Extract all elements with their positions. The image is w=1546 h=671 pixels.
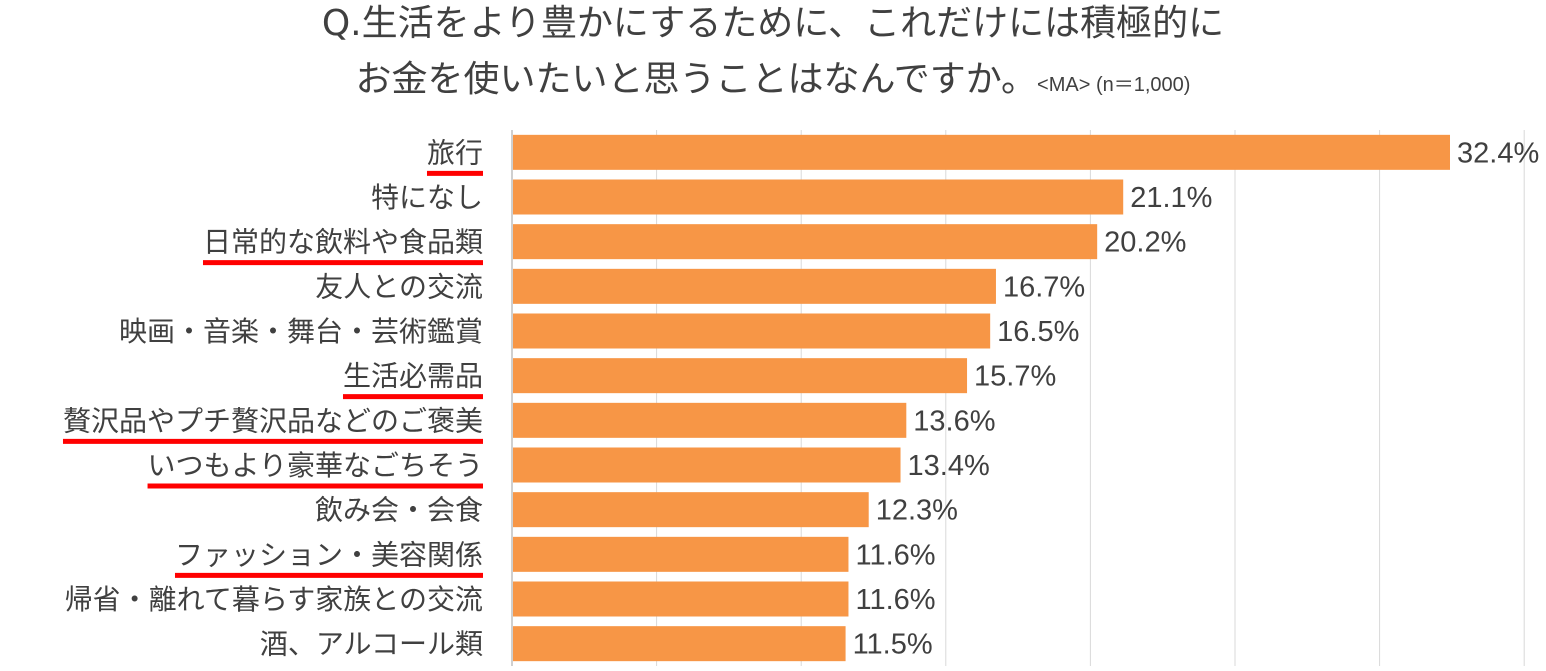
bar bbox=[513, 179, 1124, 215]
category-label: 映画・音楽・舞台・芸術鑑賞 bbox=[119, 315, 483, 348]
chart-title-line1: Q.生活をより豊かにするために、これだけには積極的に bbox=[321, 3, 1225, 44]
bar bbox=[513, 492, 869, 528]
value-label: 12.3% bbox=[876, 495, 958, 527]
chart-title-note: <MA> (n＝1,000) bbox=[1037, 74, 1191, 96]
category-label: 旅行 bbox=[427, 136, 483, 169]
category-label: 友人との交流 bbox=[315, 270, 483, 303]
value-label: 13.6% bbox=[913, 405, 995, 437]
bar bbox=[513, 536, 849, 572]
bar bbox=[513, 358, 968, 394]
value-label: 20.2% bbox=[1104, 227, 1186, 259]
value-label: 15.7% bbox=[974, 361, 1056, 393]
value-label: 32.4% bbox=[1457, 137, 1539, 169]
label-layer: 旅行 32.4% 特になし 21.1% 日常的な飲料や食品類 20.2% 友人との交流 16.… bbox=[62, 136, 1539, 661]
category-label: ファッション・美容関係 bbox=[175, 538, 483, 571]
category-label: いつもより豪華なごちそう bbox=[148, 449, 483, 482]
value-label: 11.5% bbox=[853, 629, 933, 661]
bar bbox=[513, 402, 907, 438]
value-label: 21.1% bbox=[1130, 182, 1212, 214]
value-label: 11.6% bbox=[855, 539, 935, 571]
bar bbox=[513, 447, 901, 483]
bar-layer bbox=[513, 134, 1450, 662]
category-label: 生活必需品 bbox=[343, 360, 483, 393]
category-label: 贅沢品やプチ贅沢品などのご褒美 bbox=[63, 404, 483, 437]
category-label: 酒、アルコール類 bbox=[260, 628, 483, 661]
bar bbox=[513, 268, 996, 304]
category-label: 日常的な飲料や食品類 bbox=[203, 226, 483, 259]
value-label: 13.4% bbox=[908, 450, 990, 482]
bar bbox=[513, 313, 991, 349]
grid-layer bbox=[511, 130, 1525, 666]
bar bbox=[513, 581, 849, 617]
category-label: 特になし bbox=[371, 181, 483, 214]
category-label: 帰省・離れて暮らす家族との交流 bbox=[65, 583, 483, 616]
bar bbox=[513, 626, 846, 662]
value-label: 11.6% bbox=[855, 584, 935, 616]
category-label: 飲み会・会食 bbox=[315, 494, 483, 527]
value-label: 16.7% bbox=[1003, 271, 1085, 303]
chart-title-question: お金を使いたいと思うことはなんですか。 bbox=[355, 59, 1038, 100]
bar bbox=[513, 134, 1450, 170]
value-label: 16.5% bbox=[997, 316, 1079, 348]
bar bbox=[513, 224, 1098, 260]
chart-title-line2: お金を使いたいと思うことはなんですか。<MA> (n＝1,000) bbox=[0, 58, 1546, 107]
